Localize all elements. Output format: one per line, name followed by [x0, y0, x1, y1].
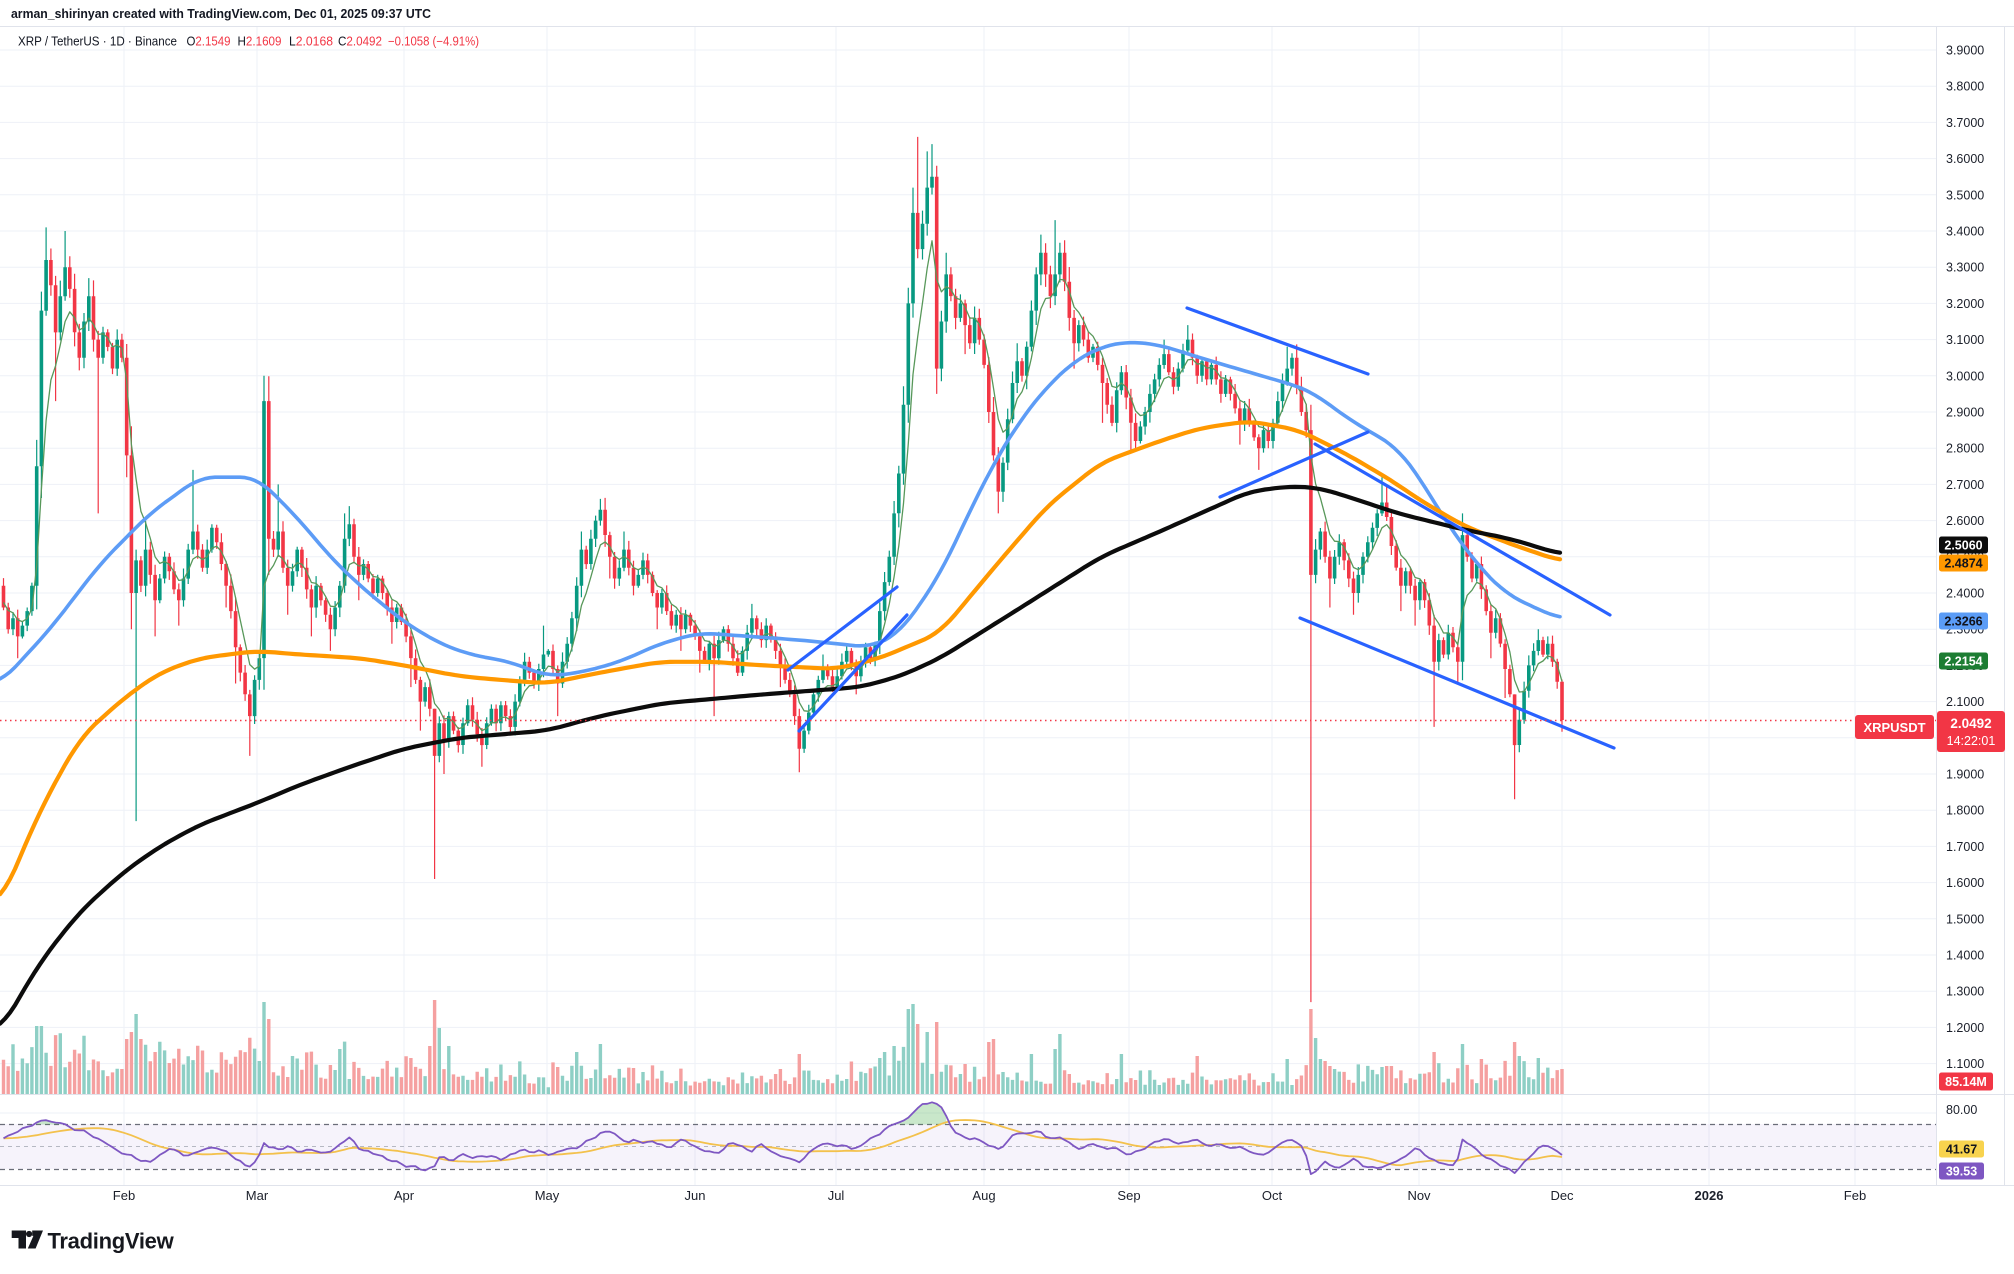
svg-text:1.2000: 1.2000 [1946, 1021, 1984, 1035]
svg-text:2.1000: 2.1000 [1946, 695, 1984, 709]
svg-text:2.6000: 2.6000 [1946, 514, 1984, 528]
svg-text:1.4000: 1.4000 [1946, 949, 1984, 963]
svg-text:C2.0492: C2.0492 [338, 35, 382, 49]
svg-text:1.6000: 1.6000 [1946, 876, 1984, 890]
svg-text:2.5060: 2.5060 [1944, 539, 1982, 553]
svg-text:1.1000: 1.1000 [1946, 1057, 1984, 1071]
svg-text:2.0492: 2.0492 [1950, 716, 1991, 731]
svg-text:Jul: Jul [828, 1188, 845, 1203]
svg-text:3.9000: 3.9000 [1946, 44, 1984, 58]
svg-text:3.0000: 3.0000 [1946, 369, 1984, 383]
svg-text:1.8000: 1.8000 [1946, 804, 1984, 818]
svg-text:arman_shirinyan created with T: arman_shirinyan created with TradingView… [11, 7, 431, 21]
svg-text:2.3266: 2.3266 [1944, 615, 1982, 629]
svg-text:3.4000: 3.4000 [1946, 225, 1984, 239]
svg-text:L2.0168: L2.0168 [289, 35, 333, 49]
svg-text:80.00: 80.00 [1946, 1103, 1977, 1117]
svg-text:Aug: Aug [972, 1188, 995, 1203]
svg-text:3.7000: 3.7000 [1946, 116, 1984, 130]
svg-text:May: May [535, 1188, 560, 1203]
svg-text:O2.1549: O2.1549 [187, 35, 231, 49]
svg-text:Jun: Jun [685, 1188, 706, 1203]
svg-text:85.14M: 85.14M [1945, 1075, 1987, 1089]
svg-text:3.2000: 3.2000 [1946, 297, 1984, 311]
svg-text:Mar: Mar [246, 1188, 269, 1203]
svg-text:XRPUSDT: XRPUSDT [1863, 720, 1925, 735]
svg-text:3.1000: 3.1000 [1946, 333, 1984, 347]
svg-text:Feb: Feb [113, 1188, 135, 1203]
svg-text:Dec: Dec [1550, 1188, 1574, 1203]
svg-text:41.67: 41.67 [1946, 1143, 1977, 1157]
svg-text:Nov: Nov [1407, 1188, 1431, 1203]
svg-text:H2.1609: H2.1609 [238, 35, 282, 49]
svg-text:Oct: Oct [1262, 1188, 1283, 1203]
svg-text:39.53: 39.53 [1946, 1165, 1977, 1179]
svg-text:1.5000: 1.5000 [1946, 912, 1984, 926]
svg-text:2.4874: 2.4874 [1944, 557, 1982, 571]
svg-text:2.2154: 2.2154 [1944, 655, 1982, 669]
svg-text:2.7000: 2.7000 [1946, 478, 1984, 492]
svg-text:14:22:01: 14:22:01 [1947, 734, 1996, 748]
svg-text:XRP / TetherUS · 1D · Binance: XRP / TetherUS · 1D · Binance [18, 35, 177, 49]
svg-text:1.7000: 1.7000 [1946, 840, 1984, 854]
svg-text:−0.1058 (−4.91%): −0.1058 (−4.91%) [388, 35, 479, 49]
svg-text:2.8000: 2.8000 [1946, 442, 1984, 456]
svg-text:3.8000: 3.8000 [1946, 80, 1984, 94]
svg-text:Sep: Sep [1117, 1188, 1140, 1203]
svg-text:3.3000: 3.3000 [1946, 261, 1984, 275]
svg-text:TradingView: TradingView [48, 1229, 175, 1254]
svg-text:2.4000: 2.4000 [1946, 587, 1984, 601]
svg-text:1.9000: 1.9000 [1946, 768, 1984, 782]
svg-text:1.3000: 1.3000 [1946, 985, 1984, 999]
svg-text:Feb: Feb [1844, 1188, 1866, 1203]
svg-text:2026: 2026 [1695, 1188, 1724, 1203]
svg-text:3.6000: 3.6000 [1946, 152, 1984, 166]
svg-text:2.9000: 2.9000 [1946, 406, 1984, 420]
svg-text:Apr: Apr [394, 1188, 415, 1203]
svg-text:3.5000: 3.5000 [1946, 188, 1984, 202]
